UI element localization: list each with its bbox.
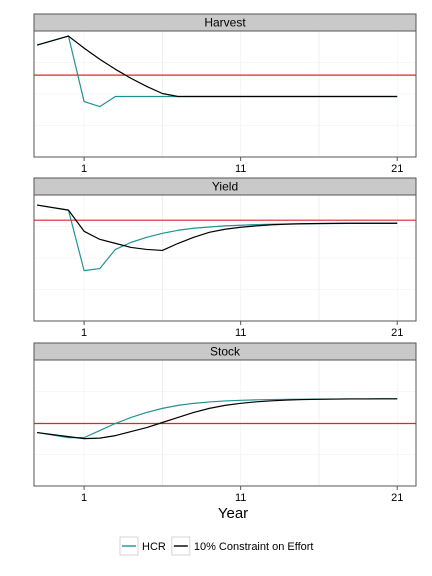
- legend: HCR 10% Constraint on Effort: [119, 536, 314, 556]
- strip-title-harvest: Harvest: [204, 16, 246, 30]
- series-line-stock-constraint: [37, 398, 398, 440]
- x-tick-label: 11: [235, 492, 246, 504]
- x-tick-label: 1: [81, 492, 87, 504]
- series-line-yield-constraint: [37, 204, 398, 252]
- legend-label-constraint: 10% Constraint on Effort: [194, 541, 314, 553]
- legend-label-hcr: HCR: [142, 541, 166, 553]
- x-tick-label: 1: [81, 327, 87, 339]
- x-tick-label: 11: [235, 327, 246, 339]
- panel-border-yield: [33, 194, 417, 322]
- x-tick-label: 1: [81, 163, 87, 175]
- x-tick-label: 21: [391, 327, 403, 339]
- panel-border-stock: [33, 359, 417, 487]
- x-tick-label: 21: [391, 163, 403, 175]
- x-axis-title: Year: [218, 505, 248, 522]
- strip-title-yield: Yield: [212, 180, 238, 194]
- strip-title-stock: Stock: [210, 345, 241, 359]
- panel-border-harvest: [33, 30, 417, 158]
- series-line-harvest-constraint: [36, 35, 398, 98]
- x-tick-label: 21: [391, 492, 403, 504]
- x-tick-label: 11: [235, 163, 246, 175]
